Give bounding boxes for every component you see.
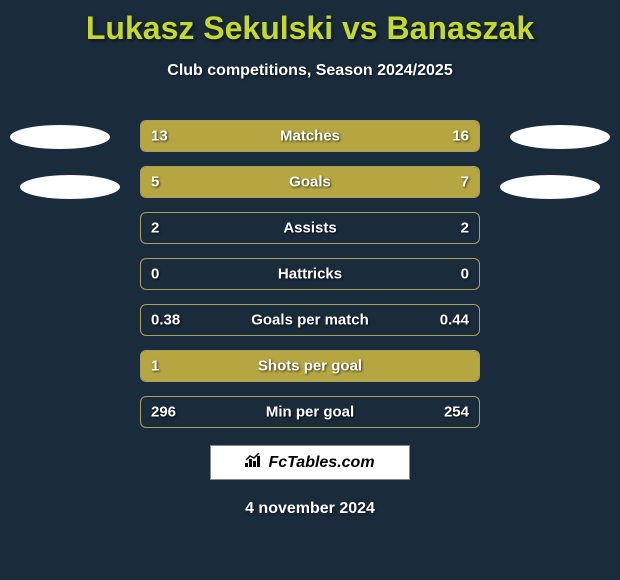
stat-value-left: 0.38 <box>151 312 180 329</box>
stat-value-left: 2 <box>151 220 159 237</box>
stat-value-right: 0.44 <box>440 312 469 329</box>
comparison-title: Lukasz Sekulski vs Banaszak <box>0 0 620 47</box>
stat-value-left: 0 <box>151 266 159 283</box>
stat-bar-left <box>141 167 283 197</box>
stat-label: Goals <box>289 174 331 191</box>
stat-value-left: 296 <box>151 404 176 421</box>
stat-label: Min per goal <box>266 404 354 421</box>
stat-value-right: 7 <box>461 174 469 191</box>
stat-label: Assists <box>283 220 336 237</box>
stat-row: 13 16 Matches <box>140 120 480 152</box>
logo-chart-icon <box>245 453 263 472</box>
comparison-subtitle: Club competitions, Season 2024/2025 <box>0 62 620 80</box>
player2-avatar-placeholder-bottom <box>500 175 600 199</box>
stat-label: Shots per goal <box>258 358 362 375</box>
stat-label: Hattricks <box>278 266 342 283</box>
stat-row: 296 254 Min per goal <box>140 396 480 428</box>
stat-value-right: 16 <box>452 128 469 145</box>
stat-row: 0.38 0.44 Goals per match <box>140 304 480 336</box>
date-text: 4 november 2024 <box>245 500 375 518</box>
stat-value-left: 5 <box>151 174 159 191</box>
stat-value-left: 13 <box>151 128 168 145</box>
player1-avatar-placeholder-top <box>10 125 110 149</box>
logo-text: FcTables.com <box>268 454 374 472</box>
stat-row: 0 0 Hattricks <box>140 258 480 290</box>
logo-box: FcTables.com <box>210 445 410 480</box>
stat-row: 2 2 Assists <box>140 212 480 244</box>
stat-row: 1 Shots per goal <box>140 350 480 382</box>
stats-container: 13 16 Matches 5 7 Goals 2 2 Assists 0 0 Hattricks 0.… <box>140 120 480 442</box>
stat-label: Goals per match <box>251 312 369 329</box>
stat-value-left: 1 <box>151 358 159 375</box>
player1-avatar-placeholder-bottom <box>20 175 120 199</box>
stat-value-right: 2 <box>461 220 469 237</box>
player2-avatar-placeholder-top <box>510 125 610 149</box>
stat-label: Matches <box>280 128 340 145</box>
stat-value-right: 0 <box>461 266 469 283</box>
stat-value-right: 254 <box>444 404 469 421</box>
stat-row: 5 7 Goals <box>140 166 480 198</box>
